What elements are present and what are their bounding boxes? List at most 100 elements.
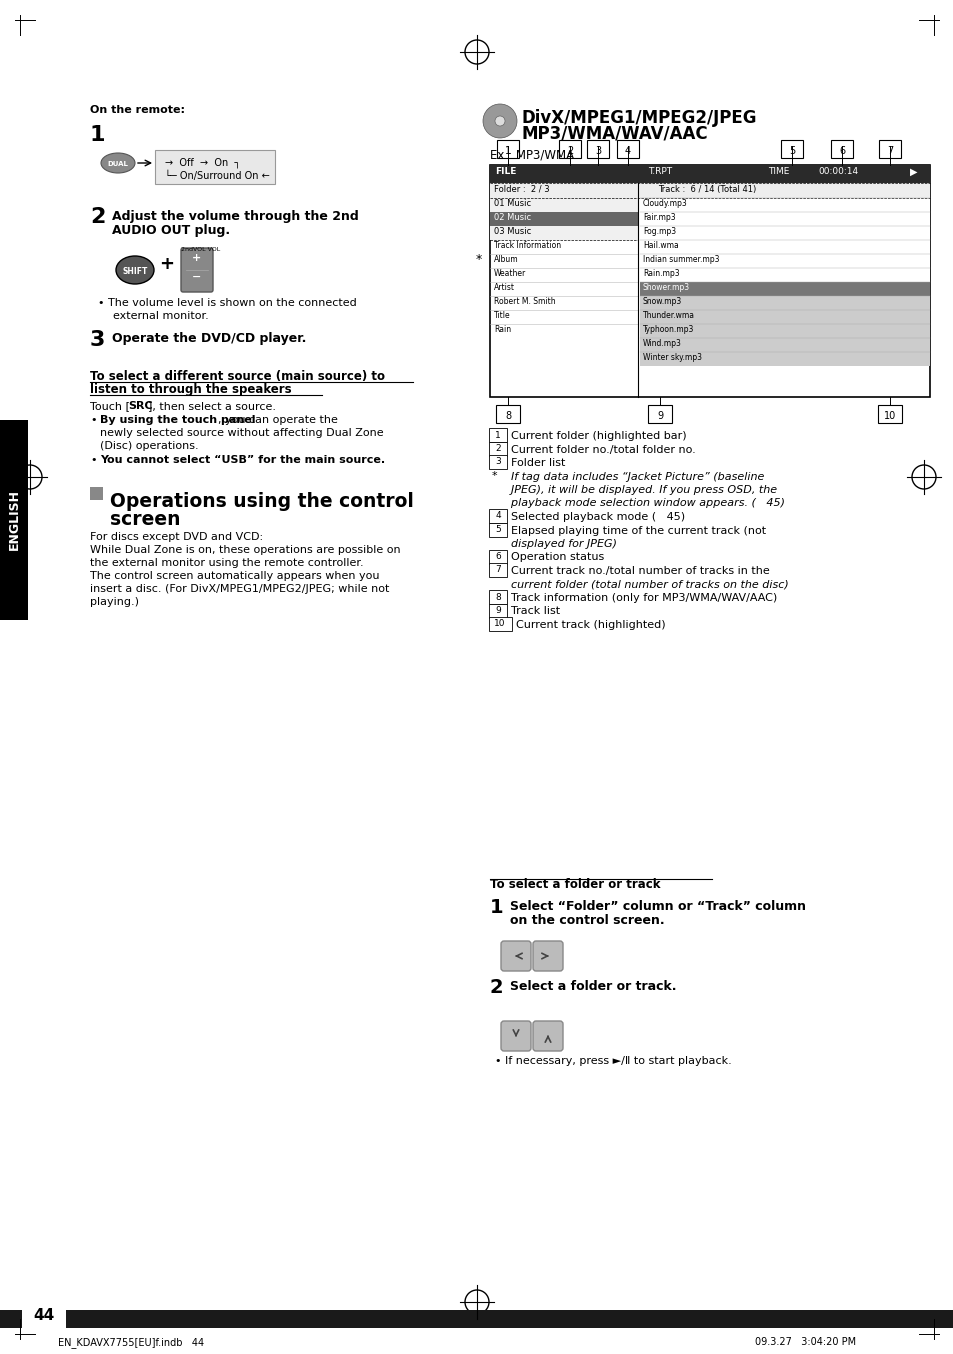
Text: 3: 3 [495, 458, 500, 467]
FancyBboxPatch shape [496, 405, 519, 422]
Text: , you can operate the: , you can operate the [218, 414, 337, 425]
Text: 5: 5 [495, 525, 500, 533]
FancyBboxPatch shape [639, 226, 929, 240]
Text: 10: 10 [882, 412, 895, 421]
Text: •: • [90, 414, 96, 425]
Text: Robert M. Smith: Robert M. Smith [494, 297, 555, 306]
FancyBboxPatch shape [500, 1021, 531, 1051]
Text: 9: 9 [495, 607, 500, 615]
Text: Weather: Weather [494, 269, 526, 278]
Text: • The volume level is shown on the connected: • The volume level is shown on the conne… [98, 298, 356, 307]
FancyBboxPatch shape [22, 1311, 66, 1328]
Text: 4: 4 [624, 146, 630, 156]
Text: *: * [476, 253, 482, 265]
Text: 6: 6 [838, 146, 844, 156]
FancyBboxPatch shape [500, 941, 531, 971]
Text: ], then select a source.: ], then select a source. [148, 401, 275, 412]
Text: listen to through the speakers: listen to through the speakers [90, 383, 292, 395]
Text: *: * [492, 471, 497, 482]
Text: 3: 3 [595, 146, 600, 156]
Text: 5: 5 [788, 146, 794, 156]
Text: Indian summer.mp3: Indian summer.mp3 [642, 255, 719, 264]
Text: 44: 44 [33, 1308, 54, 1323]
Text: To select a different source (main source) to: To select a different source (main sourc… [90, 370, 385, 383]
FancyBboxPatch shape [489, 617, 512, 631]
Text: the external monitor using the remote controller.: the external monitor using the remote co… [90, 558, 363, 567]
Text: Selected playback mode (   45): Selected playback mode ( 45) [511, 512, 684, 523]
Text: For discs except DVD and VCD:: For discs except DVD and VCD: [90, 532, 263, 542]
Text: 1: 1 [90, 125, 106, 145]
Text: 3: 3 [90, 330, 105, 349]
Text: 9: 9 [657, 412, 662, 421]
Text: screen: screen [110, 510, 180, 529]
Text: Track :  6 / 14 (Total 41): Track : 6 / 14 (Total 41) [658, 185, 756, 194]
FancyBboxPatch shape [639, 310, 929, 324]
Text: Rain.mp3: Rain.mp3 [642, 269, 679, 278]
Text: +: + [159, 255, 174, 274]
Text: 1: 1 [490, 898, 503, 917]
FancyBboxPatch shape [639, 324, 929, 338]
Text: Rain: Rain [494, 325, 511, 334]
Text: 03 Music: 03 Music [494, 227, 531, 236]
Text: 02 Music: 02 Music [494, 213, 531, 222]
Text: Hail.wma: Hail.wma [642, 241, 678, 250]
Text: Track Information: Track Information [494, 241, 560, 250]
Text: 10: 10 [494, 620, 505, 628]
Text: SHIFT: SHIFT [122, 267, 148, 275]
Text: TIME: TIME [767, 167, 788, 176]
Text: Elapsed playing time of the current track (not: Elapsed playing time of the current trac… [511, 525, 765, 535]
Text: •: • [90, 455, 96, 464]
Text: displayed for JPEG): displayed for JPEG) [503, 539, 617, 548]
Text: newly selected source without affecting Dual Zone: newly selected source without affecting … [100, 428, 383, 437]
FancyBboxPatch shape [558, 139, 580, 158]
Text: 8: 8 [495, 593, 500, 601]
Text: Current track no./total number of tracks in the: Current track no./total number of tracks… [511, 566, 769, 575]
Text: 2ndVOL VOL: 2ndVOL VOL [181, 246, 220, 252]
FancyBboxPatch shape [639, 282, 929, 297]
Text: 09.3.27   3:04:20 PM: 09.3.27 3:04:20 PM [754, 1336, 855, 1347]
FancyBboxPatch shape [639, 297, 929, 310]
Text: 01 Music: 01 Music [494, 199, 531, 209]
Text: Select “Folder” column or “Track” column: Select “Folder” column or “Track” column [510, 900, 805, 913]
FancyBboxPatch shape [489, 509, 506, 523]
Text: Folder list: Folder list [511, 458, 565, 468]
Ellipse shape [101, 153, 135, 173]
Circle shape [482, 104, 517, 138]
FancyBboxPatch shape [489, 563, 506, 577]
Text: The control screen automatically appears when you: The control screen automatically appears… [90, 571, 379, 581]
Text: While Dual Zone is on, these operations are possible on: While Dual Zone is on, these operations … [90, 546, 400, 555]
Text: −: − [193, 272, 201, 282]
Text: Operations using the control: Operations using the control [110, 492, 414, 510]
FancyBboxPatch shape [489, 428, 506, 441]
Text: SRC: SRC [128, 401, 152, 412]
FancyBboxPatch shape [639, 255, 929, 268]
Text: Cloudy.mp3: Cloudy.mp3 [642, 199, 687, 209]
Text: Touch [: Touch [ [90, 401, 130, 412]
Text: (Disc) operations.: (Disc) operations. [100, 441, 198, 451]
Text: 2: 2 [566, 146, 573, 156]
FancyBboxPatch shape [878, 139, 900, 158]
FancyBboxPatch shape [489, 604, 506, 617]
Text: Shower.mp3: Shower.mp3 [642, 283, 689, 292]
FancyBboxPatch shape [497, 139, 518, 158]
Text: Title: Title [494, 311, 510, 320]
Text: playing.): playing.) [90, 597, 139, 607]
FancyBboxPatch shape [639, 198, 929, 213]
Text: JPEG), it will be displayed. If you press OSD, the: JPEG), it will be displayed. If you pres… [503, 485, 777, 496]
FancyBboxPatch shape [877, 405, 901, 422]
FancyBboxPatch shape [647, 405, 671, 422]
Text: Artist: Artist [494, 283, 515, 292]
Text: 7: 7 [886, 146, 892, 156]
Text: AUDIO OUT plug.: AUDIO OUT plug. [112, 223, 230, 237]
Text: Wind.mp3: Wind.mp3 [642, 338, 681, 348]
Text: Fair.mp3: Fair.mp3 [642, 213, 675, 222]
Text: Winter sky.mp3: Winter sky.mp3 [642, 353, 701, 362]
Text: • If necessary, press ►/Ⅱ to start playback.: • If necessary, press ►/Ⅱ to start playb… [495, 1056, 731, 1066]
FancyBboxPatch shape [639, 240, 929, 255]
Text: 2: 2 [90, 207, 105, 227]
Text: Operate the DVD/CD player.: Operate the DVD/CD player. [112, 332, 306, 345]
FancyBboxPatch shape [0, 1311, 953, 1328]
FancyBboxPatch shape [781, 139, 802, 158]
Text: 4: 4 [495, 512, 500, 520]
Text: Folder :  2 / 3: Folder : 2 / 3 [494, 185, 549, 194]
